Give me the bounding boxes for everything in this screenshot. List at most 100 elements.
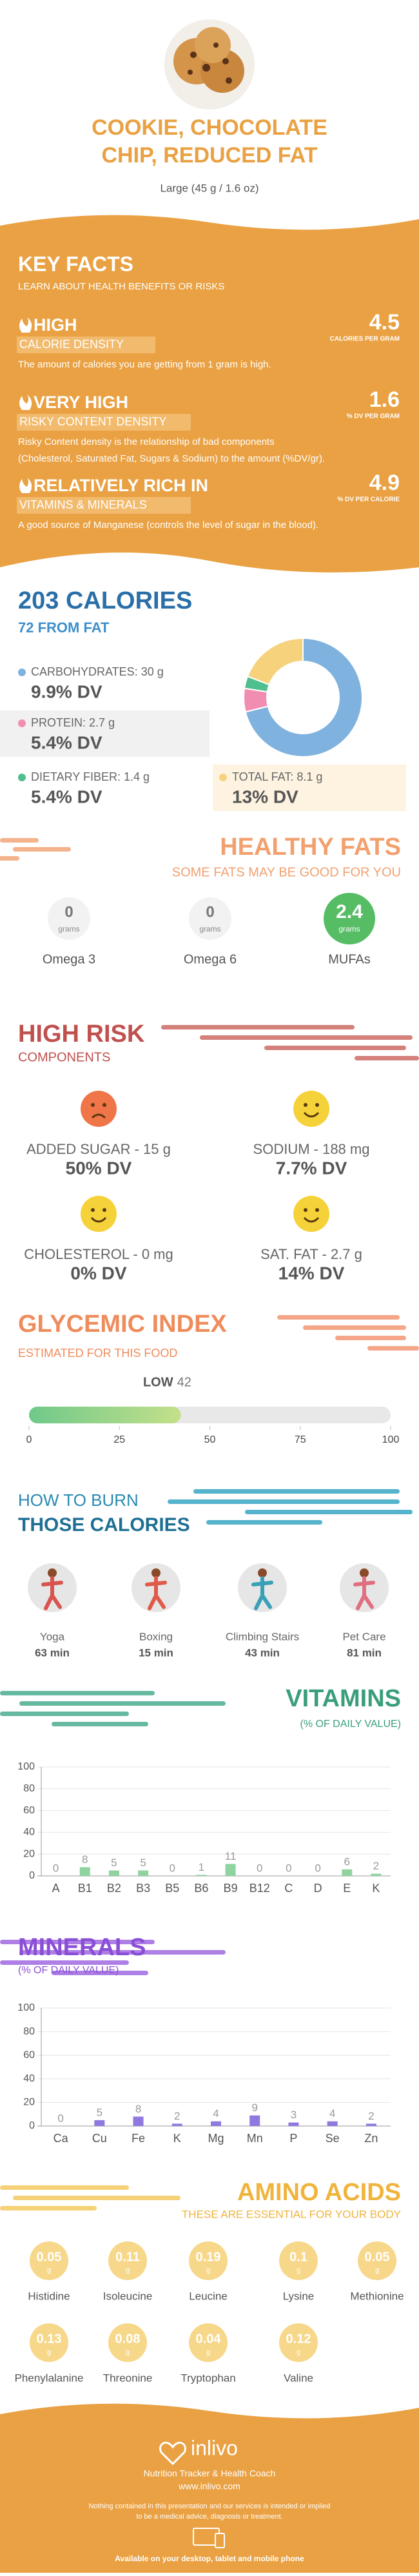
- amino-value: 0.13: [37, 2332, 62, 2346]
- fat-unit: grams: [58, 924, 79, 933]
- fat-value: 0: [206, 903, 214, 921]
- bar-value-label: 5: [140, 1857, 146, 1869]
- nutrient-label: DIETARY FIBER: 1.4 g: [31, 770, 150, 783]
- x-tick-label: B5: [165, 1882, 179, 1895]
- y-tick-label: 80: [23, 2026, 35, 2037]
- section-title: MINERALS: [18, 1934, 146, 1961]
- bar-value-label: 0: [53, 1862, 59, 1874]
- activity-name: Pet Care: [342, 1630, 385, 1643]
- x-tick-label: C: [284, 1882, 293, 1895]
- risk-dv: 0% DV: [70, 1263, 126, 1283]
- section-title: GLYCEMIC INDEX: [18, 1311, 227, 1338]
- bar-value-label: 0: [257, 1862, 262, 1874]
- activity-head: [258, 1568, 267, 1577]
- amino-value: 0.05: [365, 2250, 390, 2264]
- nutrient-label: PROTEIN: 2.7 g: [31, 716, 115, 729]
- x-tick-label: B9: [224, 1882, 238, 1895]
- bar: [94, 2120, 105, 2126]
- fact-value: 4.9: [369, 471, 400, 495]
- face-mouth: [303, 1216, 320, 1223]
- decor-stripe: [0, 1691, 155, 1695]
- x-tick-label: B1: [78, 1882, 92, 1895]
- amino-name: Isoleucine: [103, 2290, 153, 2302]
- fat-value: 2.4: [336, 901, 363, 922]
- activity-body: [251, 1576, 273, 1610]
- amino-name: Phenylalanine: [15, 2372, 84, 2384]
- decor-stripe: [161, 1025, 355, 1029]
- activity-body: [353, 1576, 375, 1610]
- amino-value: 0.19: [196, 2250, 221, 2264]
- section-title: HEALTHY FATS: [220, 834, 401, 861]
- decor-stripe: [0, 838, 39, 843]
- bar-value-label: 5: [111, 1857, 117, 1869]
- bar: [79, 1867, 90, 1876]
- legend-dot: [18, 774, 26, 781]
- face-mouth: [91, 1113, 106, 1119]
- amino-value: 0.08: [115, 2332, 141, 2346]
- x-tick-label: Ca: [54, 2132, 69, 2145]
- bar-value-label: 8: [135, 2103, 141, 2115]
- available-note: Available on your desktop, tablet and mo…: [115, 2554, 304, 2563]
- url: www.inlivo.com: [178, 2481, 240, 2492]
- x-tick-label: B3: [136, 1882, 150, 1895]
- x-tick-label: 50: [204, 1434, 216, 1445]
- face-mouth: [303, 1111, 320, 1118]
- bar: [211, 2121, 221, 2126]
- amino-unit: g: [126, 2348, 130, 2356]
- y-tick-label: 100: [17, 2002, 35, 2013]
- fat-unit: grams: [199, 924, 220, 933]
- amino-unit: g: [375, 2267, 379, 2274]
- risk-dv: 50% DV: [66, 1158, 132, 1178]
- face-icon: [293, 1196, 329, 1232]
- footer-background: [0, 2403, 419, 2573]
- section-title: THOSE CALORIES: [18, 1514, 190, 1536]
- face-eye: [304, 1103, 307, 1107]
- amino-circle: [189, 2323, 228, 2362]
- amino-circle: [279, 2323, 318, 2362]
- brand: inlivo: [191, 2436, 238, 2459]
- x-tick-label: Fe: [132, 2132, 145, 2145]
- x-tick-label: 0: [26, 1434, 32, 1445]
- bar: [342, 1869, 353, 1876]
- decor-stripe: [52, 1971, 148, 1975]
- fact-value: 4.5: [369, 310, 400, 335]
- decor-stripe: [13, 847, 71, 852]
- highlight-box: [0, 710, 210, 757]
- face-icon: [81, 1196, 117, 1232]
- section-title: HIGH RISK: [18, 1020, 145, 1048]
- activity-name: Yoga: [40, 1630, 65, 1643]
- nutrient-dv: 13% DV: [232, 786, 298, 806]
- device-icon: [215, 2533, 225, 2548]
- x-tick-label: A: [52, 1882, 60, 1895]
- face-eye: [91, 1103, 95, 1107]
- amino-circle: [108, 2241, 147, 2280]
- section-title: KEY FACTS: [18, 252, 133, 275]
- logo-heart: [159, 2441, 186, 2466]
- section-title: VITAMINS: [286, 1685, 401, 1712]
- gauge-value: 42: [177, 1375, 191, 1389]
- fact-unit: % DV PER GRAM: [347, 413, 400, 420]
- x-tick-label: E: [343, 1882, 351, 1895]
- decor-stripe: [245, 1510, 413, 1514]
- y-tick-label: 0: [29, 1870, 35, 1881]
- fact-tag: RELATIVELY RICH IN: [34, 476, 208, 495]
- amino-value: 0.1: [289, 2250, 307, 2264]
- bar: [288, 2122, 299, 2126]
- section-subtitle: THESE ARE ESSENTIAL FOR YOUR BODY: [182, 2208, 401, 2220]
- amino-name: Methionine: [350, 2290, 404, 2302]
- y-tick-label: 80: [23, 1783, 35, 1794]
- fact-text: (Cholesterol, Saturated Fat, Sugars & So…: [18, 453, 325, 464]
- amino-unit: g: [206, 2267, 210, 2274]
- amino-circle: [358, 2241, 396, 2280]
- x-tick-label: B6: [194, 1882, 208, 1895]
- gauge-fill: [29, 1407, 181, 1423]
- face-eye: [91, 1208, 95, 1212]
- activity-body: [145, 1576, 167, 1610]
- bar-value-label: 9: [251, 2102, 257, 2114]
- section-subtitle: SOME FATS MAY BE GOOD FOR YOU: [172, 865, 401, 879]
- x-tick-label: Mn: [247, 2132, 263, 2145]
- legend-dot: [18, 719, 26, 727]
- nutrient-label: CARBOHYDRATES: 30 g: [31, 665, 164, 678]
- key-facts-background: [0, 215, 419, 572]
